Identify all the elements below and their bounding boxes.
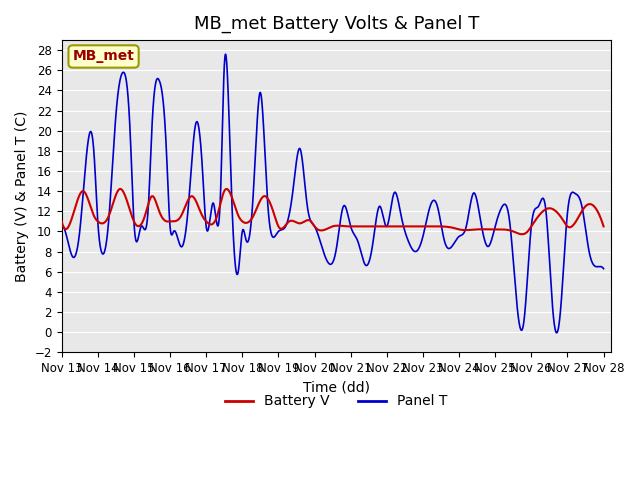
Y-axis label: Battery (V) & Panel T (C): Battery (V) & Panel T (C) <box>15 110 29 282</box>
Legend: Battery V, Panel T: Battery V, Panel T <box>220 389 452 414</box>
Text: MB_met: MB_met <box>72 49 134 63</box>
Title: MB_met Battery Volts & Panel T: MB_met Battery Volts & Panel T <box>193 15 479 33</box>
X-axis label: Time (dd): Time (dd) <box>303 381 370 395</box>
